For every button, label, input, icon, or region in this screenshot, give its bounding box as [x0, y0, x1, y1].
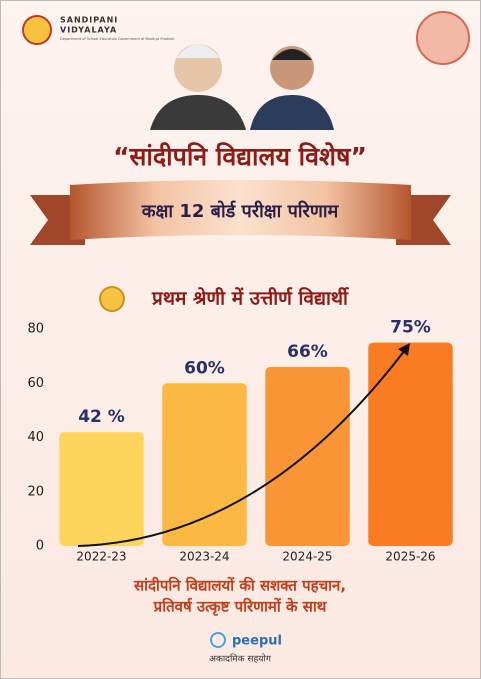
logo-text: SANDIPANI: [60, 16, 118, 25]
x-tick-label: 2023-24: [179, 550, 229, 564]
logo-text: VIDYALAYA: [60, 26, 117, 35]
y-tick-label: 0: [36, 539, 44, 554]
plot: 0 20 40 60 80 2022-23 42 % 2023-24 60% 2024-25 66%…: [27, 318, 453, 564]
y-tick-label: 80: [27, 322, 44, 337]
emblem: [416, 11, 470, 65]
value-label: 42 %: [78, 407, 125, 427]
x-tick-label: 2022-23: [76, 550, 126, 564]
bar: [265, 366, 350, 546]
logo-subtext: Department of School Education Governmen…: [60, 37, 174, 41]
medal-icon: [99, 286, 125, 312]
bar: [162, 383, 247, 546]
y-tick-label: 60: [27, 376, 44, 391]
chart-title: प्रथम श्रेणी में उत्तीर्ण विद्यार्थी: [151, 287, 350, 310]
ribbon-text: कक्षा 12 बोर्ड परीक्षा परिणाम: [141, 200, 340, 222]
brand-subtext: अकादमिक सहयोग: [209, 653, 272, 665]
x-tick-label: 2024-25: [282, 550, 332, 564]
portraits: [150, 44, 334, 130]
logo: SANDIPANI VIDYALAYA Department of School…: [22, 15, 174, 45]
footer-text: सांदीपनि विद्यालयों की सशक्त पहचान,: [133, 577, 346, 595]
ribbon: कक्षा 12 बोर्ड परीक्षा परिणाम: [30, 180, 451, 245]
y-tick-label: 20: [27, 484, 44, 499]
value-label: 75%: [390, 318, 431, 338]
bar: [59, 432, 144, 546]
y-tick-label: 40: [27, 430, 44, 445]
footer-text: प्रतिवर्ष उत्कृष्ट परिणामों के साथ: [153, 598, 328, 617]
brand-icon: [210, 632, 226, 648]
title: “सांदीपनि विद्यालय विशेष”: [113, 142, 367, 171]
brand: peepul: [232, 634, 282, 649]
trend-arrow: [77, 343, 410, 547]
value-label: 60%: [184, 358, 225, 378]
bar: [368, 342, 453, 546]
value-label: 66%: [287, 342, 328, 362]
x-tick-label: 2025-26: [385, 550, 435, 564]
